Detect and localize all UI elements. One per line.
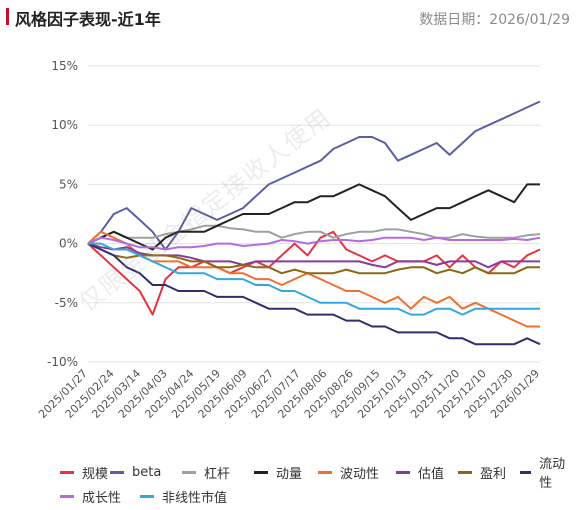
legend-swatch [396,470,410,474]
series-line-1 [87,100,541,251]
legend-item[interactable]: beta [110,462,161,482]
legend-item[interactable]: 成长性 [60,486,121,506]
chart-header: 风格因子表现-近1年 数据日期：2026/01/29 [0,0,578,34]
legend-swatch [60,470,74,474]
legend-item[interactable]: 估值 [396,462,444,482]
line-chart: 15%10%5%0%-5%-10%2025/01/272025/02/24202… [36,59,542,421]
series-line-6 [87,242,540,275]
legend-label: 流动性 [539,457,566,491]
legend-label: 成长性 [82,490,122,506]
y-tick-label: -5% [55,296,78,310]
legend-row: 成长性 非线性市值 [60,486,570,510]
legend-swatch [60,494,74,498]
legend-swatch [140,494,154,498]
y-tick-label: 0% [59,237,78,251]
y-tick-label: 10% [51,118,78,132]
chart-title: 风格因子表现-近1年 [15,10,161,29]
legend-swatch [318,470,332,474]
chart-legend: 规模 beta 杠杆 动量 波动性 估值 盈利 流动性成长性 非线性市值 [60,457,570,510]
legend-item[interactable]: 流动性 [520,457,570,491]
legend-swatch [110,470,124,474]
series-line-3 [87,183,540,251]
legend-item[interactable]: 杠杆 [182,462,230,482]
data-date: 数据日期：2026/01/29 [419,12,570,28]
y-tick-label: 15% [51,59,78,73]
legend-item[interactable]: 动量 [254,462,302,482]
legend-swatch [254,470,268,474]
series-line-7 [87,242,541,346]
legend-label: 动量 [276,466,303,482]
legend-swatch [458,470,472,474]
y-tick-label: -10% [47,355,78,369]
legend-label: beta [132,464,162,480]
series-line-4 [87,230,540,328]
series-line-8 [87,236,541,251]
legend-label: 波动性 [340,466,380,482]
legend-item[interactable]: 盈利 [458,462,506,482]
legend-label: 非线性市值 [162,490,228,506]
legend-row: 规模 beta 杠杆 动量 波动性 估值 盈利 流动性 [60,457,570,491]
legend-swatch [182,470,196,474]
series-line-2 [87,224,541,245]
legend-item[interactable]: 规模 [60,462,108,482]
y-tick-label: 5% [59,177,78,191]
legend-item[interactable]: 波动性 [318,462,379,482]
legend-label: 杠杆 [204,466,231,482]
legend-label: 估值 [418,466,445,482]
legend-swatch [520,470,532,474]
series-line-9 [88,242,540,316]
legend-item[interactable]: 非线性市值 [140,486,227,506]
legend-label: 规模 [82,466,109,482]
legend-label: 盈利 [480,466,507,482]
title-accent-bar [6,8,9,25]
